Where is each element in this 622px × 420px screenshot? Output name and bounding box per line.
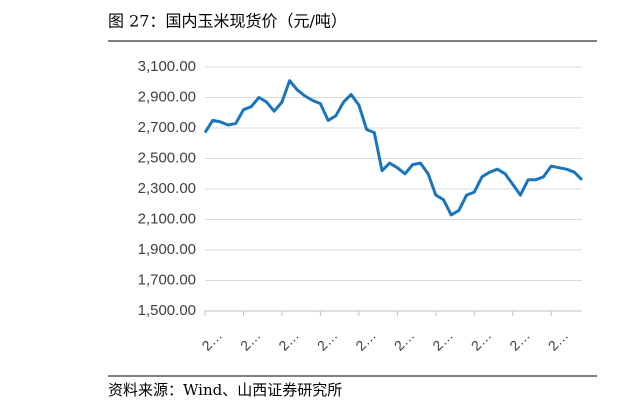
x-tick-label: 2… <box>506 327 533 354</box>
x-tick-label: 2… <box>198 327 225 354</box>
y-tick-label: 2,700.00 <box>138 119 196 136</box>
x-tick-label: 2… <box>468 327 495 354</box>
x-tick-label: 2… <box>391 327 418 354</box>
y-tick-label: 3,100.00 <box>138 58 196 75</box>
y-tick-label: 2,300.00 <box>138 180 196 197</box>
x-tick-label: 2… <box>352 327 379 354</box>
y-tick-label: 1,700.00 <box>138 271 196 288</box>
x-tick-label: 2… <box>237 327 264 354</box>
x-tick-label: 2… <box>275 327 302 354</box>
series-line <box>203 79 584 217</box>
x-tick-label: 2… <box>545 327 572 354</box>
y-tick-label: 2,500.00 <box>138 149 196 166</box>
x-tick-label: 2… <box>429 327 456 354</box>
y-tick-label: 2,100.00 <box>138 210 196 227</box>
source-note: 资料来源：Wind、山西证券研究所 <box>108 381 342 399</box>
y-tick-label: 1,900.00 <box>138 241 196 258</box>
y-tick-label: 2,900.00 <box>138 88 196 105</box>
chart-title: 图 27：国内玉米现货价（元/吨） <box>108 12 347 31</box>
y-tick-label: 1,500.00 <box>138 302 196 319</box>
x-tick-label: 2… <box>314 327 341 354</box>
